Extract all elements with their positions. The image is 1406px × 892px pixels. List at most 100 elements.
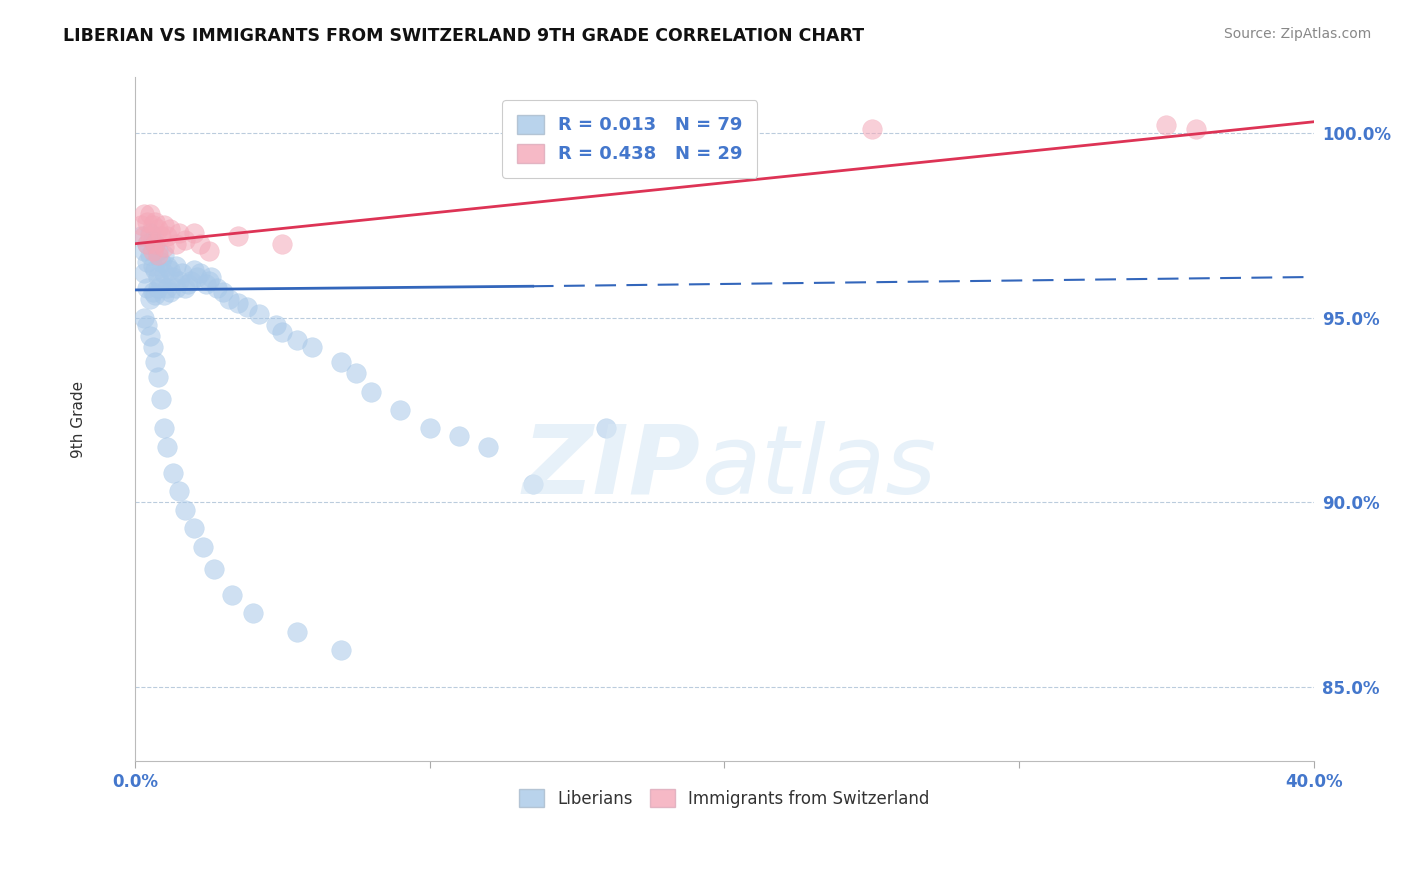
Point: [135, 236, 157, 251]
Point: [148, 281, 170, 295]
Point: [132, 266, 155, 280]
Point: [177, 277, 200, 292]
Point: [129, 229, 152, 244]
Point: [247, 307, 270, 321]
Point: [153, 240, 176, 254]
Point: [153, 266, 176, 280]
Point: [266, 318, 288, 332]
Point: [344, 366, 367, 380]
Point: [301, 340, 323, 354]
Point: [153, 219, 176, 233]
Point: [132, 310, 155, 325]
Point: [132, 229, 155, 244]
Point: [145, 355, 167, 369]
Point: [860, 122, 883, 136]
Point: [148, 270, 170, 285]
Point: [141, 259, 163, 273]
Point: [207, 281, 229, 295]
Point: [271, 326, 294, 340]
Point: [153, 288, 176, 302]
Point: [156, 440, 179, 454]
Text: Source: ZipAtlas.com: Source: ZipAtlas.com: [1223, 27, 1371, 41]
Point: [138, 329, 160, 343]
Point: [330, 643, 353, 657]
Point: [330, 355, 353, 369]
Point: [1184, 122, 1206, 136]
Point: [138, 292, 160, 306]
Point: [156, 259, 179, 273]
Point: [150, 392, 173, 406]
Text: LIBERIAN VS IMMIGRANTS FROM SWITZERLAND 9TH GRADE CORRELATION CHART: LIBERIAN VS IMMIGRANTS FROM SWITZERLAND …: [63, 27, 865, 45]
Point: [165, 281, 187, 295]
Text: ZIP: ZIP: [523, 421, 700, 514]
Point: [150, 229, 173, 244]
Point: [204, 562, 226, 576]
Point: [156, 281, 179, 295]
Point: [218, 292, 240, 306]
Point: [200, 270, 222, 285]
Point: [135, 318, 157, 332]
Point: [145, 236, 167, 251]
Y-axis label: 9th Grade: 9th Grade: [72, 381, 86, 458]
Point: [156, 229, 179, 244]
Point: [186, 270, 208, 285]
Point: [174, 233, 197, 247]
Point: [271, 236, 294, 251]
Point: [183, 262, 205, 277]
Point: [153, 421, 176, 435]
Point: [197, 244, 219, 259]
Point: [419, 421, 441, 435]
Point: [477, 440, 499, 454]
Point: [188, 266, 211, 280]
Point: [153, 248, 176, 262]
Point: [141, 340, 163, 354]
Point: [167, 226, 190, 240]
Point: [522, 477, 544, 491]
Point: [138, 229, 160, 244]
Point: [194, 277, 217, 292]
Point: [197, 274, 219, 288]
Point: [162, 466, 184, 480]
Point: [135, 281, 157, 295]
Point: [165, 236, 187, 251]
Point: [135, 214, 157, 228]
Point: [145, 288, 167, 302]
Point: [191, 540, 214, 554]
Point: [162, 270, 184, 285]
Point: [174, 503, 197, 517]
Point: [1156, 119, 1178, 133]
Point: [183, 521, 205, 535]
Point: [360, 384, 382, 399]
Point: [226, 229, 249, 244]
Point: [167, 484, 190, 499]
Point: [236, 300, 259, 314]
Point: [141, 244, 163, 259]
Point: [188, 236, 211, 251]
Point: [138, 226, 160, 240]
Point: [285, 624, 308, 639]
Point: [447, 429, 470, 443]
Point: [148, 369, 170, 384]
Point: [159, 262, 181, 277]
Point: [183, 226, 205, 240]
Point: [159, 222, 181, 236]
Point: [221, 588, 243, 602]
Point: [148, 244, 170, 259]
Point: [145, 214, 167, 228]
Point: [242, 607, 264, 621]
Point: [150, 255, 173, 269]
Point: [595, 421, 617, 435]
Point: [138, 207, 160, 221]
Point: [167, 274, 190, 288]
Point: [212, 285, 235, 299]
Point: [148, 248, 170, 262]
Point: [180, 274, 202, 288]
Text: atlas: atlas: [700, 421, 935, 514]
Point: [141, 285, 163, 299]
Point: [141, 219, 163, 233]
Point: [174, 281, 197, 295]
Point: [148, 222, 170, 236]
Point: [135, 255, 157, 269]
Point: [138, 248, 160, 262]
Point: [129, 219, 152, 233]
